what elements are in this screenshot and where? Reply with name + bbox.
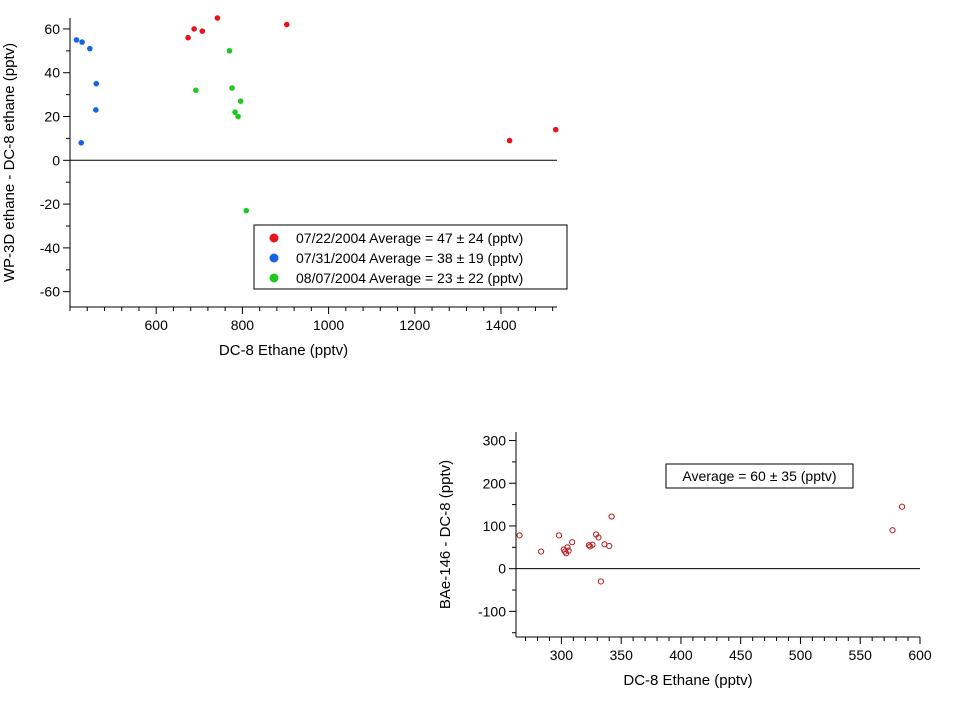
x-axis-title: DC-8 Ethane (pptv) — [623, 672, 752, 689]
x-axis-title: DC-8 Ethane (pptv) — [219, 342, 348, 359]
x-tick-label: 400 — [669, 647, 693, 663]
data-point-series-1 — [898, 503, 906, 510]
data-point-series-1 — [516, 532, 523, 539]
legend-marker — [269, 253, 279, 263]
data-point-series-3 — [193, 87, 199, 94]
data-point-series-1 — [506, 137, 513, 144]
data-point-series-2 — [93, 80, 100, 87]
y-tick-label: 100 — [483, 518, 507, 534]
data-point-series-1 — [283, 21, 290, 28]
x-tick-label: 350 — [610, 647, 634, 663]
data-point-series-2 — [78, 139, 85, 146]
data-point-series-1 — [564, 544, 571, 551]
data-point-series-1 — [597, 578, 604, 585]
data-point-series-1 — [199, 28, 206, 34]
x-tick-label: 550 — [849, 647, 873, 663]
x-tick-label: 1400 — [485, 317, 516, 333]
legend-entry-label: 07/31/2004 Average = 38 ± 19 (pptv) — [296, 250, 523, 266]
average-annotation: Average = 60 ± 35 (pptv) — [682, 468, 836, 484]
legend-marker — [269, 233, 279, 243]
data-point-series-3 — [226, 48, 233, 54]
data-point-series-1 — [555, 532, 563, 539]
y-tick-label: -40 — [40, 240, 60, 256]
y-tick-label: -100 — [478, 603, 506, 619]
x-tick-label: 1200 — [399, 317, 430, 333]
data-point-series-1 — [606, 542, 613, 550]
data-point-series-2 — [79, 39, 85, 45]
y-tick-label: 0 — [52, 152, 60, 168]
y-tick-label: 60 — [44, 21, 60, 37]
legend-marker — [269, 273, 279, 283]
data-point-series-3 — [243, 207, 250, 214]
y-tick-label: -20 — [40, 196, 60, 212]
y-axis-title: BAe-146 - DC-8 (pptv) — [437, 460, 454, 609]
legend-box — [253, 224, 568, 290]
legend-entry-label: 08/07/2004 Average = 23 ± 22 (pptv) — [296, 270, 523, 286]
chart-ethane-difference-by-date: 600 800 1000 1200 1400 -60 -40 -20 0 20 40 60 DC-8 E… — [1, 15, 568, 359]
y-tick-label: 40 — [44, 65, 60, 81]
data-point-series-1 — [538, 548, 545, 555]
x-tick-label: 800 — [231, 317, 255, 333]
y-tick-label: 300 — [483, 433, 507, 449]
data-point-series-1 — [595, 534, 602, 541]
data-point-series-3 — [237, 98, 244, 104]
data-point-series-1 — [214, 15, 221, 21]
data-point-series-1 — [185, 34, 191, 41]
x-tick-label: 600 — [908, 647, 932, 663]
y-axis-title: WP-3D ethane - DC-8 ethane (pptv) — [1, 43, 18, 282]
data-point-series-1 — [585, 542, 593, 549]
y-tick-label: 200 — [483, 475, 507, 491]
data-point-series-1 — [191, 26, 197, 32]
data-point-series-3 — [232, 109, 238, 115]
x-tick-label: 500 — [789, 647, 813, 663]
data-point-series-1 — [589, 541, 596, 548]
data-point-series-2 — [87, 45, 93, 52]
y-tick-label: 20 — [44, 109, 60, 125]
x-tick-label: 1000 — [313, 317, 344, 333]
legend-entry-label: 07/22/2004 Average = 47 ± 24 (pptv) — [296, 230, 523, 246]
data-point-series-1 — [889, 527, 896, 534]
x-tick-label: 600 — [145, 317, 169, 333]
data-point-series-3 — [229, 85, 235, 91]
annotation-box — [665, 463, 854, 489]
chart-bae146-difference: 300 350 400 450 500 550 600 -100 0 100 200 300 DC-8 … — [437, 432, 932, 689]
data-point-series-2 — [93, 107, 99, 113]
data-point-series-1 — [608, 513, 615, 520]
x-tick-label: 450 — [729, 647, 753, 663]
data-point-series-1 — [569, 539, 576, 546]
data-point-series-3 — [235, 113, 241, 120]
x-tick-label: 300 — [550, 647, 574, 663]
y-tick-label: -60 — [40, 284, 60, 300]
data-point-series-1 — [565, 547, 572, 554]
data-point-series-2 — [73, 37, 80, 43]
data-point-series-1 — [552, 126, 559, 133]
y-tick-label: 0 — [498, 561, 506, 577]
